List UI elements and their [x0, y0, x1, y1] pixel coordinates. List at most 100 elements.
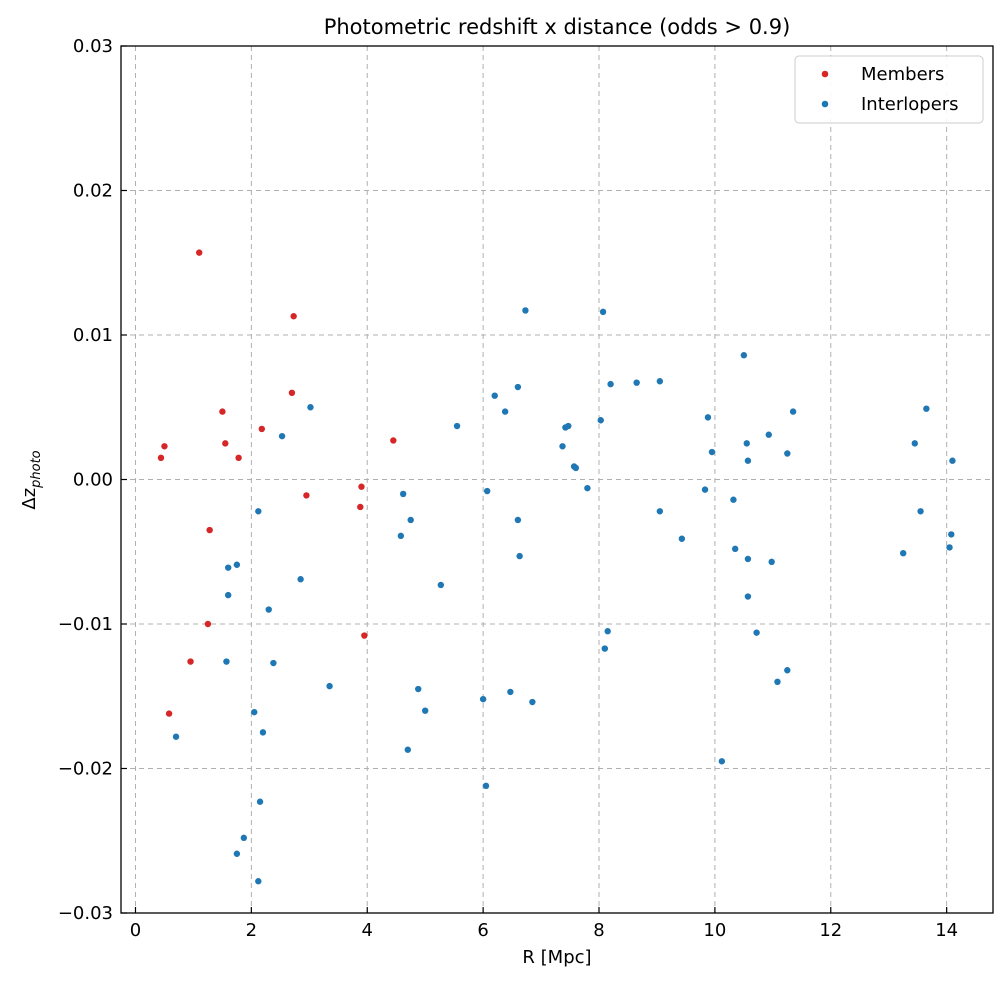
legend-label-interlopers: Interlopers	[861, 94, 959, 115]
point-interlopers	[946, 544, 953, 551]
point-interlopers	[483, 487, 491, 495]
point-interlopers	[656, 378, 664, 385]
x-tick-label: 12	[819, 920, 842, 941]
point-members	[206, 526, 213, 534]
point-interlopers	[307, 404, 314, 411]
point-members	[204, 620, 212, 628]
point-members	[157, 454, 165, 462]
point-members	[290, 313, 297, 320]
point-interlopers	[223, 658, 230, 665]
legend-marker-interlopers	[821, 100, 829, 108]
y-tick-label: 0.00	[73, 470, 113, 491]
point-interlopers	[949, 457, 956, 464]
point-interlopers	[731, 545, 739, 553]
point-interlopers	[482, 782, 490, 790]
point-interlopers	[491, 392, 498, 399]
y-tick-label: 0.01	[73, 325, 113, 346]
point-interlopers	[421, 707, 429, 714]
legend-box	[794, 55, 984, 124]
x-tick-label: 8	[593, 920, 604, 941]
point-members	[357, 503, 364, 511]
point-members	[219, 408, 226, 415]
point-members	[222, 440, 229, 447]
x-tick-label: 2	[246, 920, 257, 941]
y-axis-label-base: Δz	[19, 488, 40, 510]
point-interlopers	[604, 628, 611, 635]
point-interlopers	[437, 581, 445, 589]
point-interlopers	[479, 695, 487, 703]
point-interlopers	[784, 450, 791, 457]
point-interlopers	[265, 606, 272, 613]
point-interlopers	[501, 408, 509, 415]
point-interlopers	[255, 878, 262, 885]
axis-ticks: 0 2 4 6 8 10 12 14 −0.03 −0.02 −0.01 0.00 0.01 0.02 0.…	[58, 36, 958, 941]
legend: Members Interlopers	[794, 55, 984, 124]
y-tick-label: −0.02	[58, 759, 113, 780]
point-interlopers	[753, 629, 760, 636]
x-tick-label: 6	[477, 920, 488, 941]
point-interlopers	[948, 531, 955, 538]
point-interlopers	[911, 440, 918, 447]
legend-marker-members	[821, 70, 829, 78]
point-interlopers	[730, 496, 737, 503]
point-interlopers	[507, 688, 514, 696]
point-interlopers	[704, 414, 712, 421]
point-interlopers	[251, 708, 258, 716]
x-tick-label: 10	[703, 920, 726, 941]
y-tick-label: 0.02	[73, 181, 113, 202]
point-interlopers	[172, 733, 180, 740]
point-interlopers	[601, 645, 609, 652]
x-tick-label: 4	[362, 920, 373, 941]
point-members	[390, 437, 397, 444]
point-interlopers	[744, 457, 752, 464]
point-members	[187, 658, 194, 665]
point-interlopers	[514, 383, 522, 391]
point-interlopers	[774, 678, 781, 685]
point-interlopers	[233, 561, 241, 568]
x-axis-label: R [Mpc]	[522, 947, 591, 968]
point-members	[165, 710, 173, 717]
point-interlopers	[297, 576, 304, 583]
point-interlopers	[255, 508, 262, 515]
point-members	[303, 492, 310, 499]
point-interlopers	[917, 508, 924, 515]
point-interlopers	[407, 516, 414, 524]
point-interlopers	[224, 591, 232, 599]
point-members	[161, 443, 168, 450]
y-tick-label: 0.03	[73, 36, 113, 57]
point-interlopers	[744, 593, 752, 600]
point-members	[196, 249, 203, 256]
y-tick-label: −0.03	[58, 903, 113, 924]
y-axis-label-subscript: photo	[29, 450, 44, 489]
point-interlopers	[599, 308, 607, 316]
point-interlopers	[899, 549, 907, 557]
point-interlopers	[270, 659, 277, 667]
point-interlopers	[404, 746, 412, 753]
point-interlopers	[743, 440, 750, 447]
point-interlopers	[584, 484, 591, 492]
point-interlopers	[656, 508, 664, 515]
point-interlopers	[923, 405, 930, 412]
point-interlopers	[784, 667, 791, 674]
point-members	[288, 389, 296, 396]
data-points	[157, 249, 956, 885]
point-interlopers	[522, 307, 529, 314]
point-interlopers	[708, 448, 716, 456]
point-interlopers	[397, 532, 405, 540]
point-interlopers	[633, 379, 640, 386]
point-members	[235, 454, 242, 462]
point-interlopers	[565, 422, 572, 430]
point-interlopers	[701, 486, 709, 493]
point-interlopers	[678, 535, 686, 542]
point-interlopers	[529, 698, 536, 706]
point-interlopers	[516, 552, 523, 560]
legend-label-members: Members	[861, 64, 944, 85]
y-tick-label: −0.01	[58, 614, 113, 635]
point-interlopers	[514, 516, 522, 524]
point-members	[258, 425, 265, 433]
y-axis-label: Δzphoto	[19, 450, 44, 509]
point-interlopers	[744, 555, 752, 563]
grid	[121, 46, 993, 913]
